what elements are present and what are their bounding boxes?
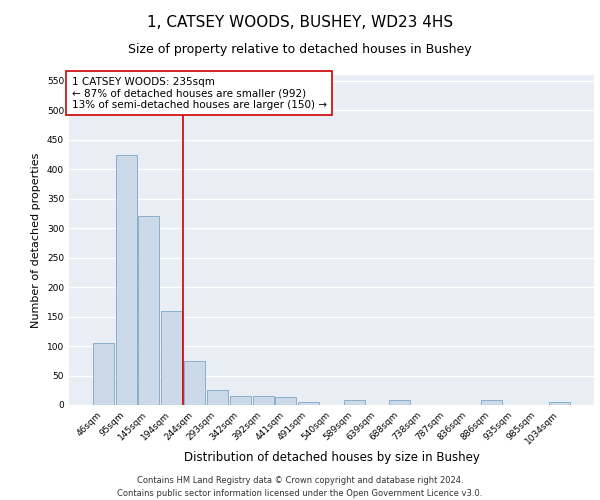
Bar [116,154,137,405]
Bar [161,310,182,405]
Bar [389,400,410,405]
Bar [230,396,251,405]
Bar [549,402,570,405]
Text: 1 CATSEY WOODS: 235sqm
← 87% of detached houses are smaller (992)
13% of semi-de: 1 CATSEY WOODS: 235sqm ← 87% of detached… [71,76,326,110]
Text: Contains HM Land Registry data © Crown copyright and database right 2024.
Contai: Contains HM Land Registry data © Crown c… [118,476,482,498]
Bar [253,396,274,405]
Bar [481,400,502,405]
Bar [207,390,228,405]
X-axis label: Distribution of detached houses by size in Bushey: Distribution of detached houses by size … [184,452,479,464]
Bar [344,400,365,405]
Y-axis label: Number of detached properties: Number of detached properties [31,152,41,328]
Text: Size of property relative to detached houses in Bushey: Size of property relative to detached ho… [128,42,472,56]
Bar [139,216,160,405]
Text: 1, CATSEY WOODS, BUSHEY, WD23 4HS: 1, CATSEY WOODS, BUSHEY, WD23 4HS [147,15,453,30]
Bar [184,361,205,405]
Bar [93,343,114,405]
Bar [275,398,296,405]
Bar [298,402,319,405]
